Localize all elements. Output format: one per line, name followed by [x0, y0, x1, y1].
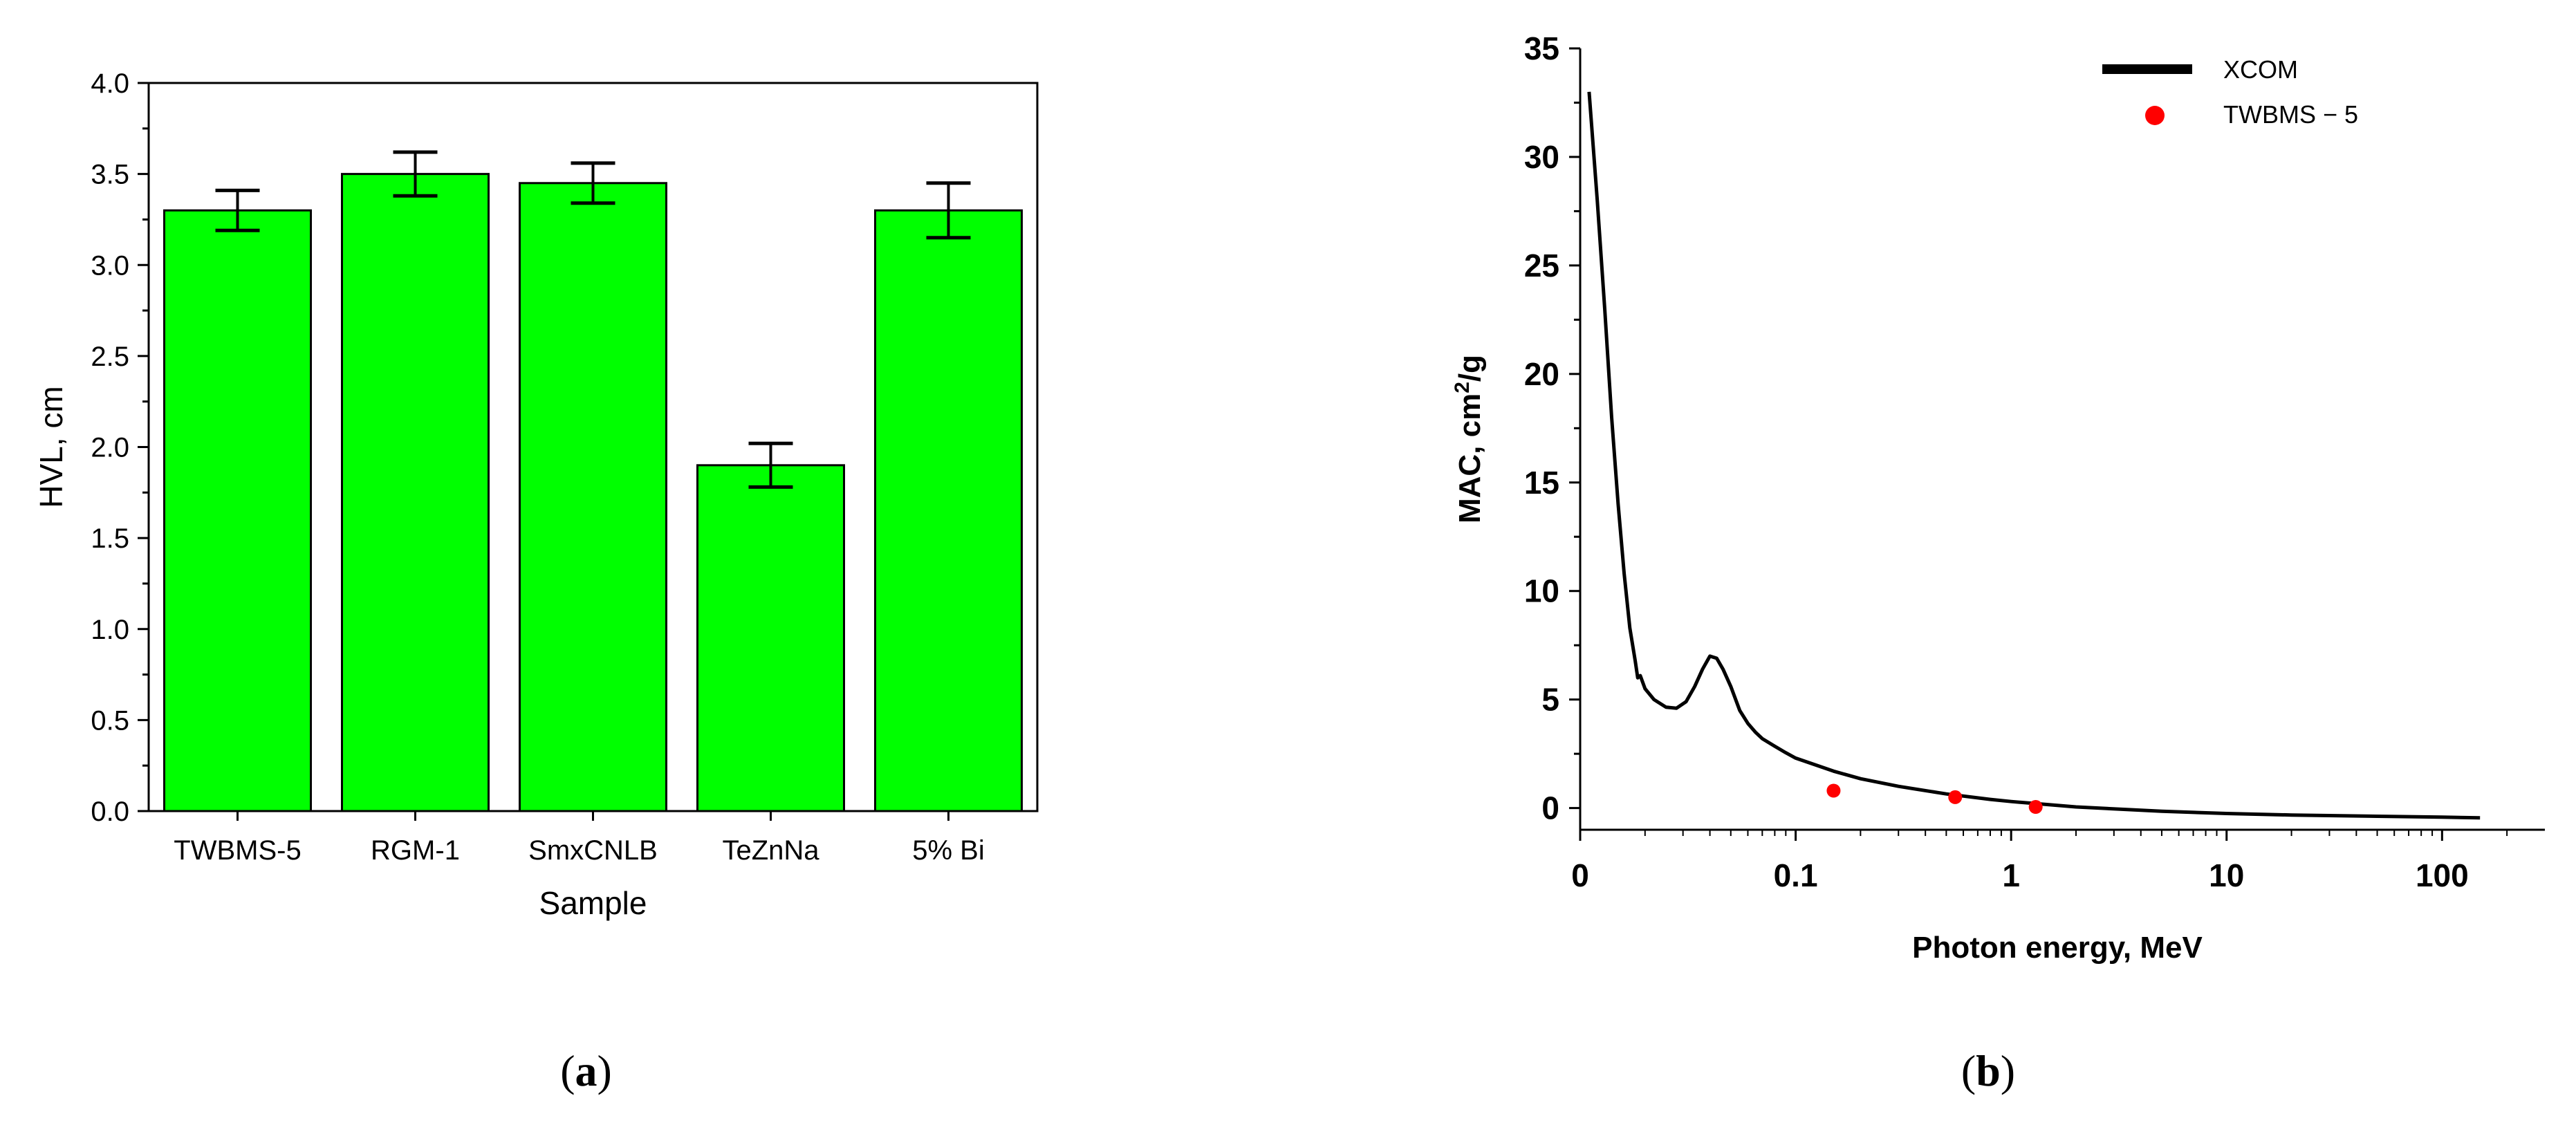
bar-rgm-1 — [341, 173, 490, 812]
bar-smxcnlb — [519, 182, 667, 812]
y-tick-label: 1.5 — [91, 523, 129, 554]
legend-label-xcom: XCOM — [2223, 55, 2298, 84]
y-axis-title-suffix: /g — [1453, 355, 1487, 382]
series-line-xcom — [1587, 91, 2481, 820]
bar-teznna — [696, 464, 845, 812]
y-tick-label: 3.0 — [91, 250, 129, 281]
y-tick-label: 0.0 — [91, 797, 129, 827]
x-tick-label: 0 — [1571, 857, 1589, 893]
y-tick-label: 20 — [1524, 356, 1559, 392]
x-tick-label: TeZnNa — [722, 835, 819, 866]
x-tick-label: SmxCNLB — [528, 835, 658, 866]
x-tick-label: 100 — [2416, 857, 2469, 893]
y-tick-label: 0 — [1541, 790, 1559, 826]
y-axis-title-superscript: 2 — [1451, 382, 1474, 393]
y-axis-title-prefix: MAC, cm — [1453, 393, 1487, 523]
y-tick-label: 30 — [1524, 139, 1559, 175]
y-tick-label: 25 — [1524, 248, 1559, 283]
legend-swatch-xcom — [2102, 64, 2192, 74]
y-tick-label: 10 — [1524, 573, 1559, 609]
y-axis: 0 5 10 15 20 25 30 35 — [1524, 30, 1580, 826]
y-tick-label: 2.0 — [91, 433, 129, 463]
y-tick-label: 1.0 — [91, 615, 129, 645]
x-tick-label: TWBMS-5 — [174, 835, 301, 866]
x-tick-label: 1 — [2002, 857, 2020, 893]
y-tick-label: 15 — [1524, 465, 1559, 501]
legend-swatch-twbms-5 — [2145, 106, 2165, 125]
bar-5-bi — [874, 209, 1023, 812]
data-point — [2028, 800, 2043, 815]
panel-a-bar-chart: 0.0 0.5 1.0 1.5 2.0 2.5 3.0 3.5 4.0 TWBMS-5 RGM-1… — [33, 68, 1039, 1095]
x-axis: TWBMS-5 RGM-1 SmxCNLB TeZnNa 5% Bi — [174, 811, 985, 866]
data-point — [1948, 790, 1963, 804]
y-tick-label: 2.5 — [91, 342, 129, 372]
y-tick-label: 35 — [1524, 30, 1559, 66]
x-tick-label: 5% Bi — [912, 835, 985, 866]
panel-letter-a: a — [575, 1046, 597, 1095]
axes — [1579, 48, 2545, 831]
x-axis-title: Sample — [539, 885, 647, 921]
x-tick-label: RGM-1 — [371, 835, 460, 866]
x-tick-label: 0.1 — [1774, 857, 1818, 893]
error-bars — [215, 150, 971, 489]
y-axis: 0.0 0.5 1.0 1.5 2.0 2.5 3.0 3.5 4.0 — [91, 68, 149, 827]
y-tick-label: 0.5 — [91, 705, 129, 736]
bar-series — [163, 173, 1023, 812]
x-axis: 0 0.1 1 10 100 — [1571, 830, 2508, 893]
y-axis-title: HVL, cm — [33, 386, 69, 508]
y-tick-label: 4.0 — [91, 68, 129, 99]
y-tick-label: 3.5 — [91, 160, 129, 190]
y-axis-title: MAC, cm2/g — [1451, 355, 1487, 523]
x-axis-title: Photon energy, MeV — [1912, 931, 2203, 965]
series-points-twbms-5 — [1826, 783, 2043, 815]
x-tick-label: 10 — [2209, 857, 2244, 893]
legend-label-twbms-5: TWBMS − 5 — [2223, 100, 2358, 129]
bar-twbms-5 — [163, 209, 312, 812]
panel-label-b: (b) — [1961, 1046, 2015, 1095]
y-tick-label: 5 — [1541, 682, 1559, 718]
panel-label-a: (a) — [560, 1046, 612, 1095]
legend: XCOM TWBMS − 5 — [2102, 55, 2358, 129]
panel-letter-b: b — [1976, 1046, 2001, 1095]
data-point — [1826, 783, 1841, 798]
